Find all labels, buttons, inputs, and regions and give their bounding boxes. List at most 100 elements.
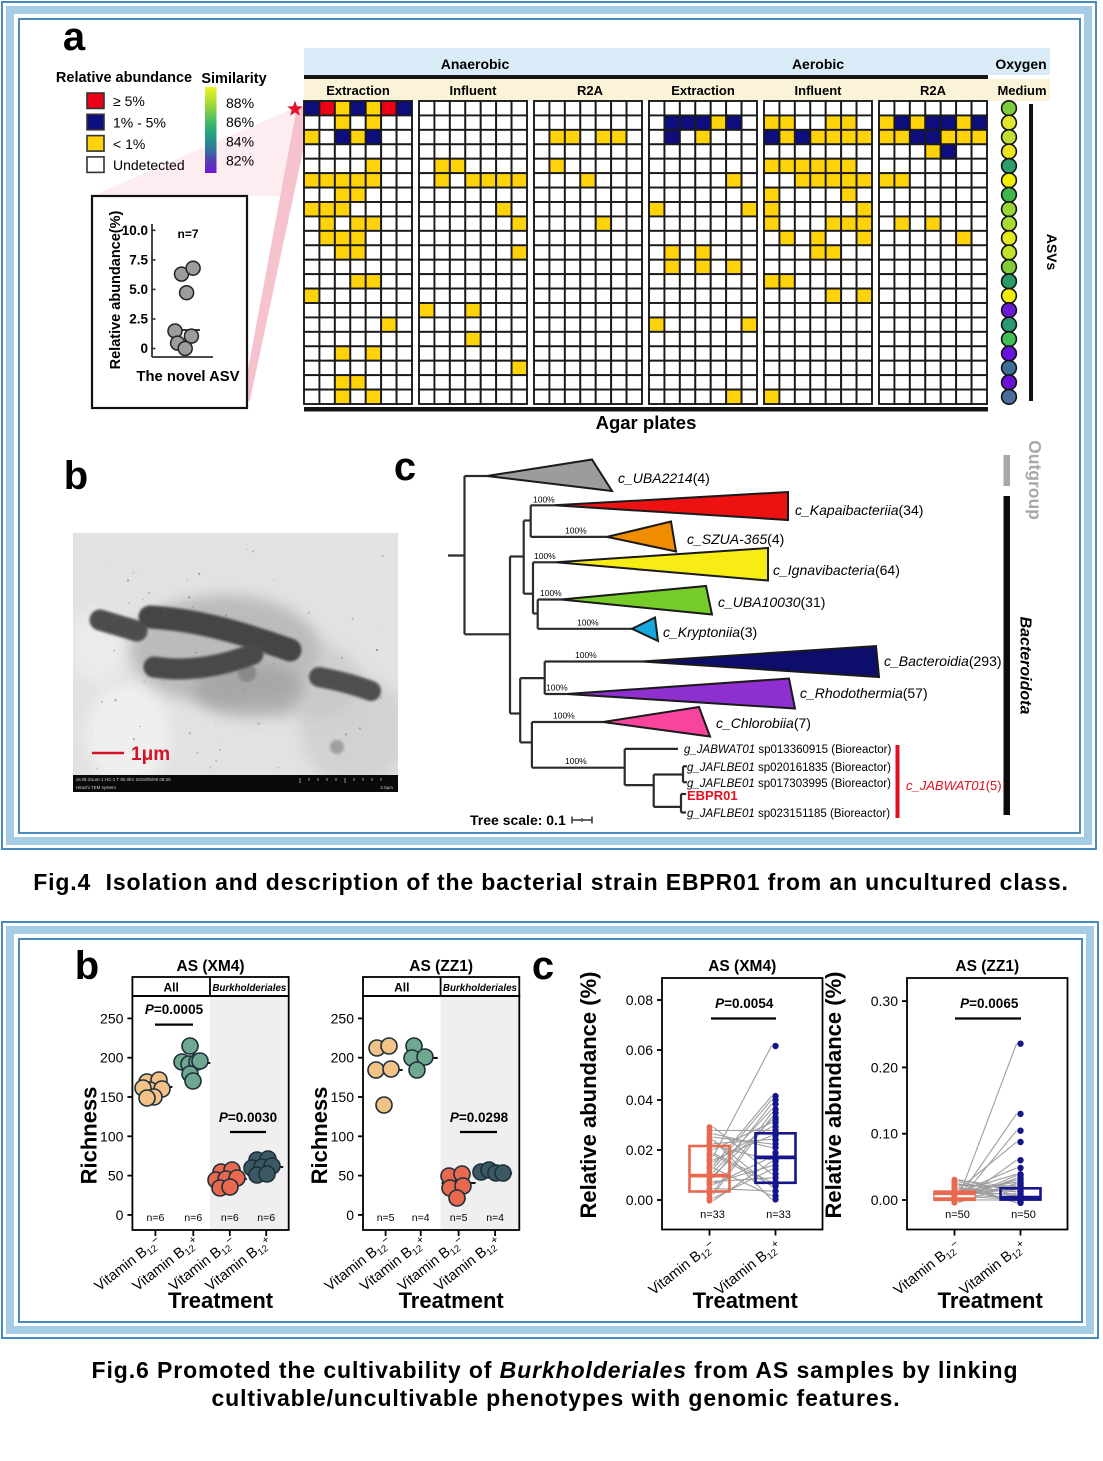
svg-text:100%: 100% (565, 526, 587, 536)
svg-text:Outgroup: Outgroup (1025, 440, 1045, 520)
svg-text:n=6: n=6 (221, 1212, 239, 1224)
svg-text:100%: 100% (553, 711, 575, 721)
svg-text:≥ 5%: ≥ 5% (113, 93, 145, 109)
svg-text:Burkholderiales: Burkholderiales (443, 983, 518, 994)
svg-text:Extraction: Extraction (326, 83, 390, 98)
svg-text:150: 150 (100, 1089, 124, 1105)
svg-text:100: 100 (331, 1128, 355, 1144)
svg-text:Extraction: Extraction (671, 83, 735, 98)
svg-text:Richness: Richness (307, 1087, 332, 1185)
svg-text:Fig.4 Isolation and descripti: Fig.4 Isolation and description of the b… (33, 869, 1068, 895)
svg-text:n=50: n=50 (945, 1209, 970, 1221)
svg-text:n=5: n=5 (377, 1212, 395, 1224)
svg-text:1% - 5%: 1% - 5% (113, 115, 166, 131)
svg-text:c_JABWAT01(5): c_JABWAT01(5) (906, 778, 1002, 793)
svg-text:0.08: 0.08 (626, 992, 653, 1008)
svg-text:c_Ignavibacteria(64): c_Ignavibacteria(64) (773, 562, 900, 578)
svg-text:150: 150 (331, 1089, 355, 1105)
svg-text:AS (XM4): AS (XM4) (708, 958, 776, 975)
svg-text:50: 50 (108, 1168, 124, 1184)
svg-text:All: All (394, 981, 409, 995)
svg-text:0: 0 (116, 1207, 124, 1223)
svg-text:Tree scale: 0.1: Tree scale: 0.1 (470, 812, 566, 828)
svg-text:n=33: n=33 (766, 1209, 791, 1221)
svg-text:c_Bacteroidia(293): c_Bacteroidia(293) (884, 653, 1002, 669)
svg-text:0.04: 0.04 (626, 1092, 653, 1108)
svg-text:c_Kapaibacteriia(34): c_Kapaibacteriia(34) (795, 502, 923, 518)
svg-text:c_Rhodothermia(57): c_Rhodothermia(57) (800, 685, 928, 701)
svg-text:Oxygen: Oxygen (995, 56, 1046, 72)
svg-text:5.0: 5.0 (129, 282, 148, 297)
svg-text:100%: 100% (540, 588, 562, 598)
svg-text:1μm: 1μm (131, 744, 170, 765)
svg-text:100%: 100% (577, 618, 599, 628)
svg-text:EBPR01: EBPR01 (687, 788, 738, 803)
svg-text:P=0.0030: P=0.0030 (219, 1110, 277, 1125)
svg-text:c_UBA10030(31): c_UBA10030(31) (718, 594, 825, 610)
svg-text:Agar plates: Agar plates (596, 412, 697, 433)
svg-text:0.00: 0.00 (871, 1192, 898, 1208)
svg-text:AS (XM4): AS (XM4) (177, 958, 245, 975)
svg-text:0.02: 0.02 (626, 1142, 653, 1158)
svg-text:Fig.6 Promoted the cultivabili: Fig.6 Promoted the cultivability of Burk… (92, 1357, 1019, 1383)
svg-text:Relative abundance (%): Relative abundance (%) (821, 972, 846, 1219)
svg-text:100%: 100% (533, 495, 555, 505)
svg-text:250: 250 (331, 1010, 355, 1026)
svg-text:Relative abundance: Relative abundance (56, 70, 192, 86)
svg-text:100: 100 (100, 1128, 124, 1144)
svg-text:g_JABWAT01 sp013360915 (Biorea: g_JABWAT01 sp013360915 (Bioreactor) (684, 744, 892, 756)
svg-text:82%: 82% (226, 153, 254, 169)
svg-text:0.10: 0.10 (871, 1126, 898, 1142)
svg-text:c_SZUA-365(4): c_SZUA-365(4) (687, 531, 784, 547)
svg-text:Influent: Influent (450, 83, 498, 98)
svg-text:7.5: 7.5 (129, 252, 148, 267)
svg-text:Undetected: Undetected (113, 157, 185, 173)
svg-text:n=33: n=33 (700, 1209, 725, 1221)
svg-text:n=6: n=6 (146, 1212, 164, 1224)
svg-text:Anaerobic: Anaerobic (441, 56, 510, 72)
svg-text:Similarity: Similarity (201, 71, 266, 87)
svg-text:AS (ZZ1): AS (ZZ1) (409, 958, 473, 975)
svg-text:250: 250 (100, 1010, 124, 1026)
svg-text:g_JAFLBE01 sp023151185 (Biorea: g_JAFLBE01 sp023151185 (Bioreactor) (687, 808, 890, 820)
svg-text:Hitachi TEM system: Hitachi TEM system (76, 785, 116, 790)
svg-text:100%: 100% (534, 551, 556, 561)
svg-text:0.30: 0.30 (871, 993, 898, 1009)
svg-text:200: 200 (100, 1050, 124, 1066)
svg-text:c: c (394, 445, 416, 489)
svg-text:10.0: 10.0 (122, 223, 148, 238)
svg-text:P=0.0005: P=0.0005 (145, 1002, 204, 1017)
svg-text:The novel ASV: The novel ASV (136, 369, 239, 385)
svg-text:c_Kryptoniia(3): c_Kryptoniia(3) (663, 624, 757, 640)
svg-text:R2A: R2A (577, 83, 604, 98)
svg-text:c_UBA2214(4): c_UBA2214(4) (618, 470, 710, 486)
svg-text:Aerobic: Aerobic (792, 56, 844, 72)
svg-text:x6.0k Zoom-1 HC-1 T 80.0kV 201: x6.0k Zoom-1 HC-1 T 80.0kV 2019/05/09 08… (76, 777, 171, 782)
svg-text:100%: 100% (565, 756, 587, 766)
svg-text:0.20: 0.20 (871, 1059, 898, 1075)
svg-text:n=4: n=4 (412, 1212, 430, 1224)
svg-text:n=50: n=50 (1011, 1209, 1036, 1221)
svg-text:2.0μm: 2.0μm (380, 785, 393, 790)
svg-text:P=0.0298: P=0.0298 (450, 1110, 509, 1125)
svg-text:200: 200 (331, 1050, 355, 1066)
svg-text:88%: 88% (226, 95, 254, 111)
svg-text:0.00: 0.00 (626, 1192, 653, 1208)
svg-text:n=6: n=6 (257, 1212, 275, 1224)
svg-text:Relative abundance(%): Relative abundance(%) (108, 210, 124, 369)
svg-text:n=7: n=7 (177, 227, 198, 241)
svg-text:100%: 100% (546, 683, 568, 693)
svg-text:86%: 86% (226, 114, 254, 130)
svg-text:Treatment: Treatment (168, 1288, 274, 1313)
svg-text:Burkholderiales: Burkholderiales (212, 983, 287, 994)
svg-text:All: All (164, 981, 179, 995)
svg-text:ASVs: ASVs (1044, 234, 1060, 271)
svg-text:n=5: n=5 (450, 1212, 468, 1224)
svg-text:b: b (64, 454, 88, 498)
svg-text:Treatment: Treatment (693, 1288, 799, 1313)
svg-text:Medium: Medium (997, 83, 1046, 98)
svg-text:R2A: R2A (920, 83, 947, 98)
svg-text:cultivable/uncultivable phenot: cultivable/uncultivable phenotypes with … (211, 1385, 900, 1411)
svg-text:Treatment: Treatment (399, 1288, 505, 1313)
svg-text:0: 0 (140, 341, 148, 356)
